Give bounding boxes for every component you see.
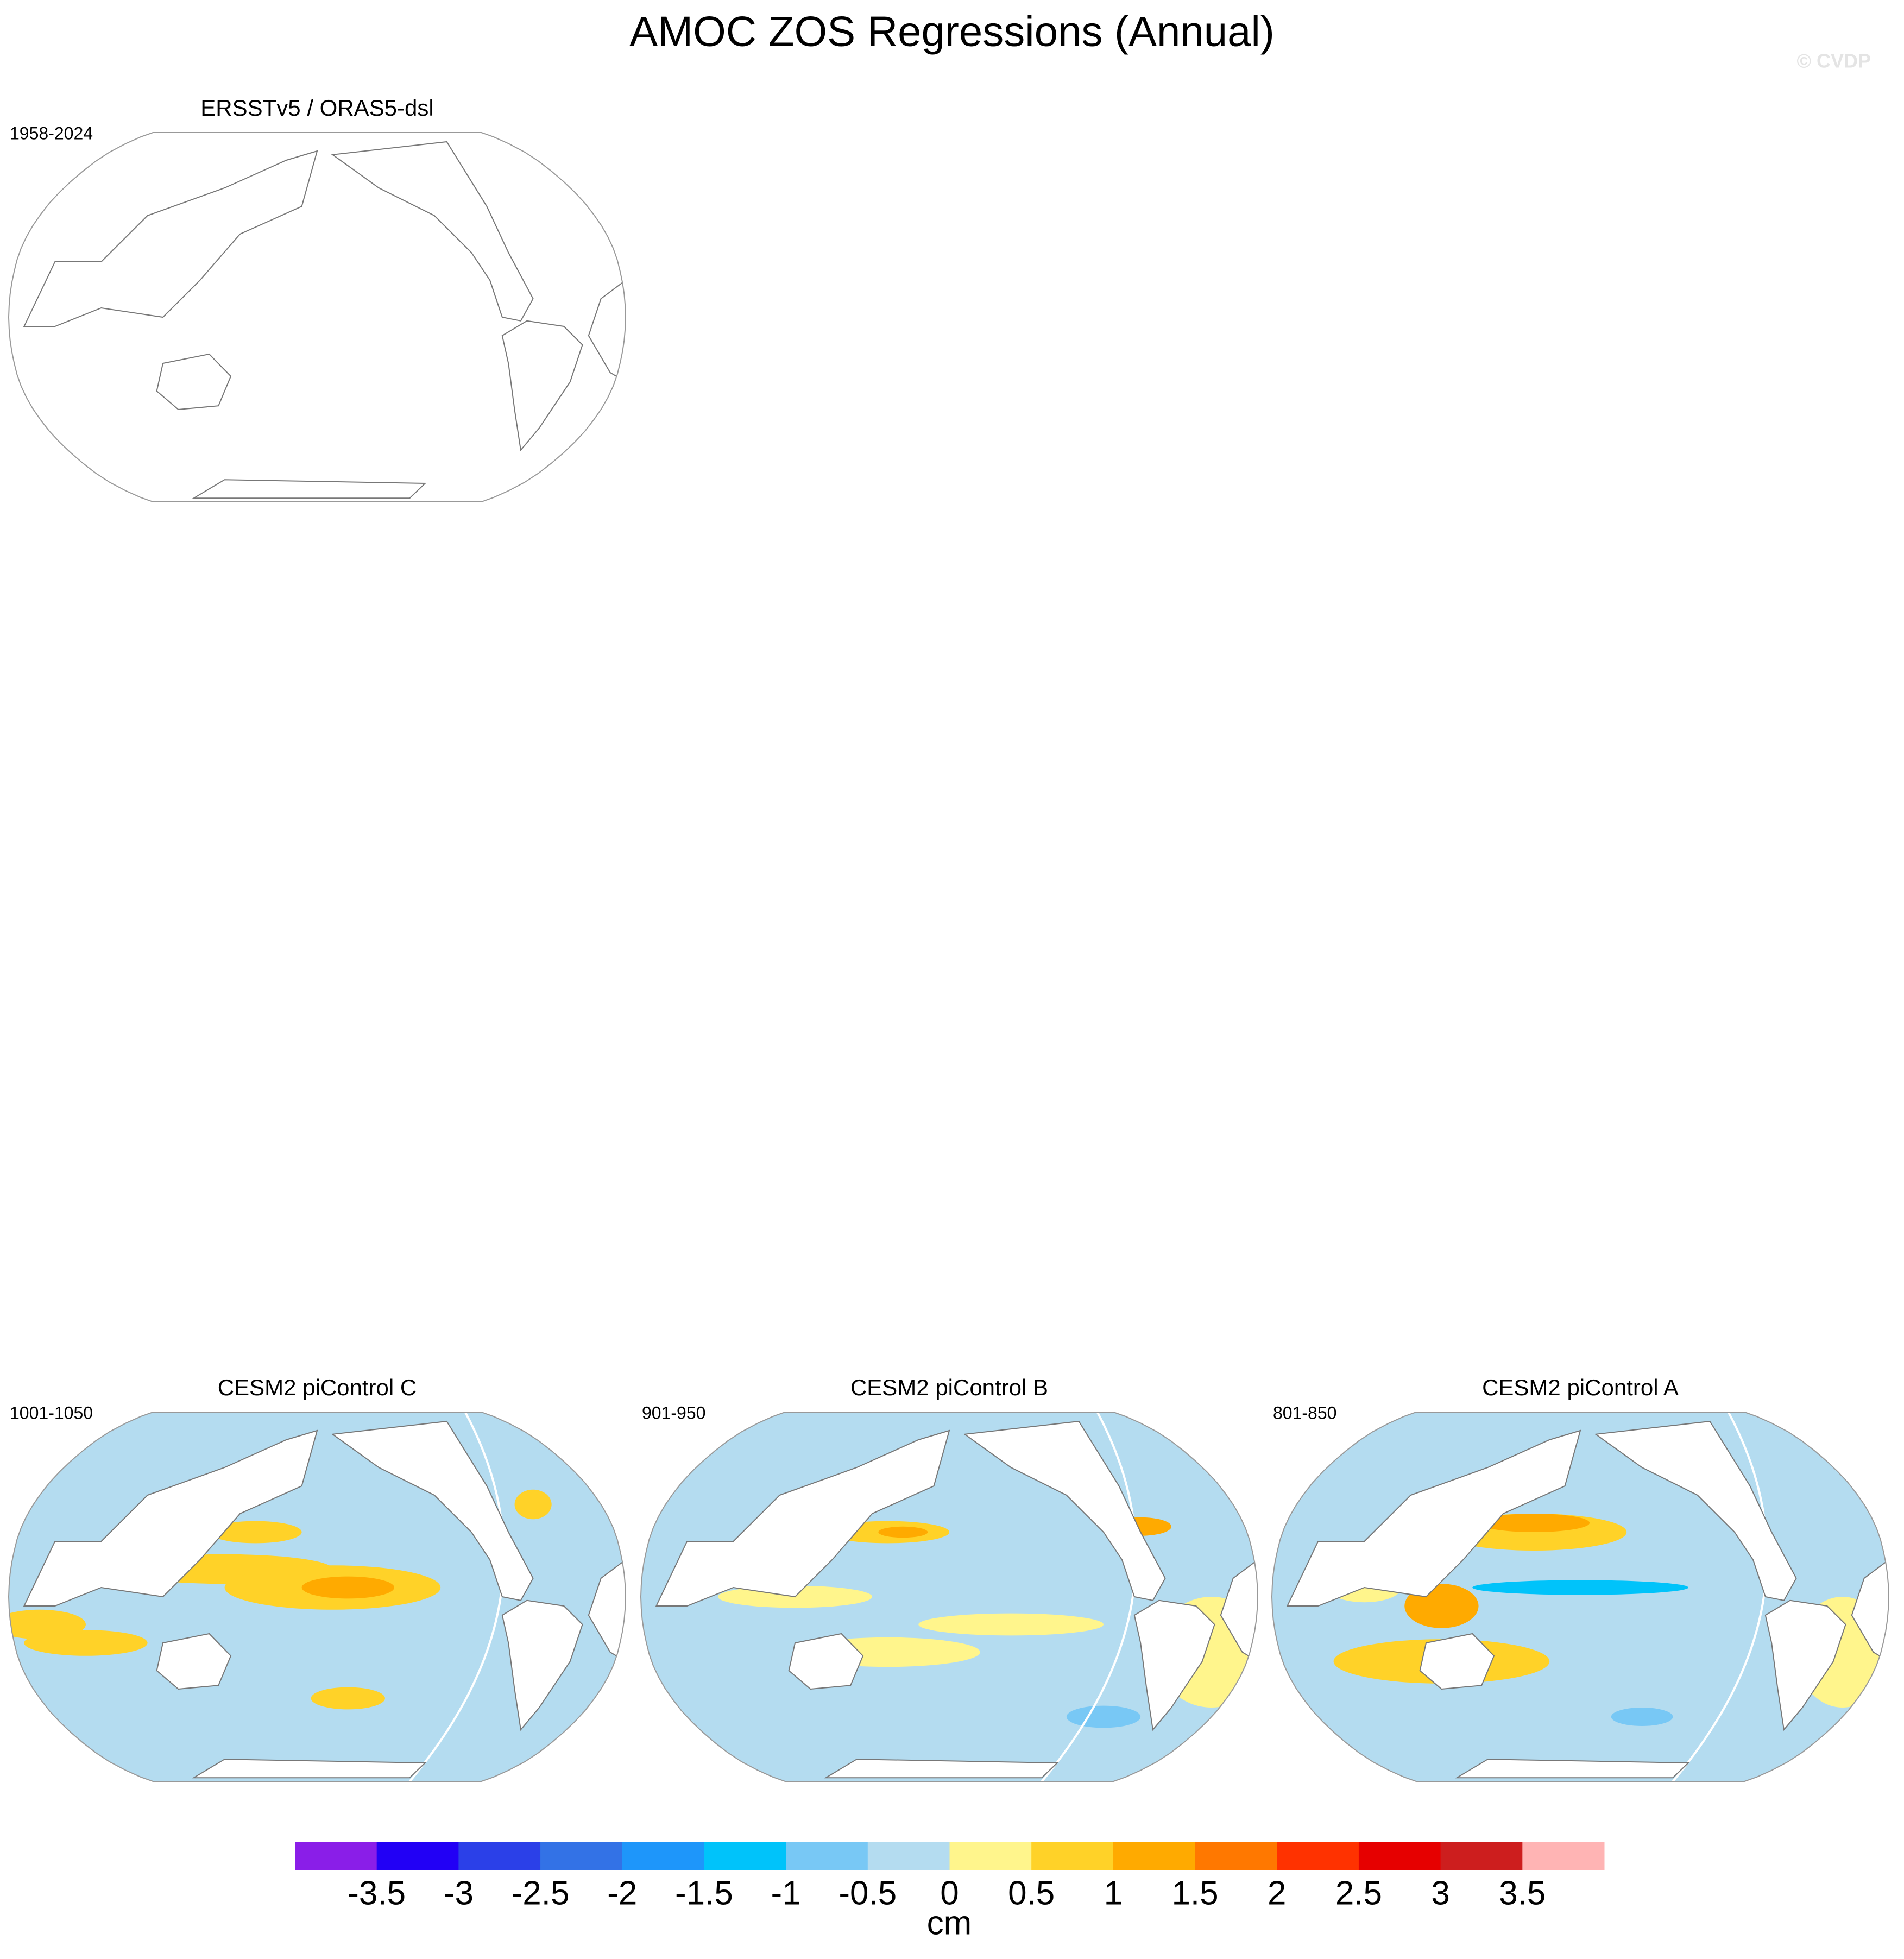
coastline bbox=[23, 1429, 318, 1607]
coastline bbox=[824, 1759, 1059, 1779]
coastline bbox=[588, 1559, 626, 1662]
coastline bbox=[1419, 1633, 1495, 1690]
watermark: © CVDP bbox=[1796, 50, 1871, 72]
anomaly-region bbox=[878, 1526, 928, 1538]
map-field bbox=[9, 1412, 626, 1781]
coastline bbox=[788, 1633, 864, 1690]
coastline bbox=[1851, 1559, 1889, 1662]
colorbar-box bbox=[1440, 1842, 1523, 1870]
panel-period: 901-950 bbox=[642, 1403, 705, 1422]
anomaly-region bbox=[514, 1489, 552, 1520]
colorbar-tick-label: -2 bbox=[607, 1874, 637, 1912]
colorbar-tick-label: -3 bbox=[444, 1874, 474, 1912]
colorbar-box bbox=[1113, 1842, 1196, 1870]
colorbar-tick-label: 2 bbox=[1268, 1874, 1286, 1912]
colorbar-unit: cm bbox=[927, 1904, 972, 1942]
map-panel: CESM2 piControl A 801-850 bbox=[1271, 1375, 1890, 1782]
colorbar-box bbox=[949, 1842, 1032, 1870]
colorbar-box bbox=[622, 1842, 704, 1870]
coastline bbox=[1286, 1429, 1581, 1607]
map-panel: CESM2 piControl C 1001-1050 bbox=[8, 1375, 627, 1782]
map-border bbox=[8, 132, 627, 502]
colorbar-box bbox=[1277, 1842, 1359, 1870]
colorbar-tick-label: 2.5 bbox=[1335, 1874, 1382, 1912]
colorbar-tick-label: -2.5 bbox=[512, 1874, 570, 1912]
colorbar-box bbox=[1522, 1842, 1605, 1870]
map-field bbox=[1272, 1412, 1889, 1781]
anomaly-region bbox=[311, 1687, 385, 1710]
coastline bbox=[156, 353, 232, 411]
coastline bbox=[588, 279, 626, 383]
panel-title: CESM2 piControl C bbox=[218, 1375, 417, 1400]
colorbar-tick-label: 1.5 bbox=[1171, 1874, 1218, 1912]
colorbar-tick-label: -1.5 bbox=[675, 1874, 733, 1912]
anomaly-region bbox=[209, 1521, 302, 1544]
colorbar-tick-label: 3.5 bbox=[1499, 1874, 1546, 1912]
colorbar-box bbox=[376, 1842, 459, 1870]
colorbar-box bbox=[295, 1842, 377, 1870]
coastline bbox=[1220, 1559, 1258, 1662]
colorbar-box bbox=[540, 1842, 623, 1870]
panel-period: 1001-1050 bbox=[10, 1403, 93, 1422]
coastline bbox=[963, 1420, 1166, 1601]
colorbar-box bbox=[867, 1842, 950, 1870]
coastline bbox=[192, 1759, 427, 1779]
panel-period: 1958-2024 bbox=[10, 123, 93, 143]
coastline bbox=[1594, 1420, 1797, 1601]
colorbar-box bbox=[458, 1842, 541, 1870]
anomaly-region bbox=[918, 1613, 1104, 1636]
coastline bbox=[1455, 1759, 1690, 1779]
map-border bbox=[1271, 1412, 1890, 1782]
anomaly-region bbox=[24, 1630, 148, 1656]
colorbar-tick-label: 3 bbox=[1431, 1874, 1449, 1912]
anomaly-region bbox=[1472, 1580, 1688, 1595]
coastline bbox=[331, 141, 534, 322]
map-panel: CESM2 piControl B 901-950 bbox=[640, 1375, 1259, 1782]
map-field bbox=[641, 1412, 1258, 1781]
map-panel: ERSSTv5 / ORAS5-dsl 1958-2024 bbox=[8, 95, 627, 502]
coastline bbox=[501, 320, 583, 452]
anomaly-region bbox=[1478, 1514, 1590, 1532]
anomaly-region bbox=[1611, 1708, 1673, 1726]
meridian bbox=[1041, 1412, 1137, 1781]
colorbar-tick-label: -1 bbox=[771, 1874, 801, 1912]
colorbar-tick-label: 0 bbox=[940, 1874, 959, 1912]
colorbar-box bbox=[1358, 1842, 1441, 1870]
panel-period: 801-850 bbox=[1273, 1403, 1336, 1422]
coastline bbox=[1133, 1599, 1215, 1731]
meridian bbox=[1672, 1412, 1768, 1781]
map-border bbox=[640, 1412, 1259, 1782]
colorbar-tick-label: -0.5 bbox=[838, 1874, 897, 1912]
coastline bbox=[331, 1420, 534, 1601]
colorbar-tick-label: 1 bbox=[1104, 1874, 1123, 1912]
colorbar-box bbox=[786, 1842, 868, 1870]
meridian bbox=[408, 1412, 505, 1781]
figure-title: AMOC ZOS Regressions (Annual) bbox=[629, 8, 1275, 55]
map-field bbox=[23, 141, 626, 499]
anomaly-region bbox=[1066, 1705, 1141, 1728]
coastline bbox=[1764, 1599, 1846, 1731]
map-border bbox=[8, 1412, 627, 1782]
anomaly-region bbox=[301, 1576, 394, 1599]
panel-title: ERSSTv5 / ORAS5-dsl bbox=[200, 95, 433, 121]
colorbar-tick-label: -3.5 bbox=[348, 1874, 406, 1912]
coastline bbox=[156, 1633, 232, 1690]
colorbar-box bbox=[1031, 1842, 1114, 1870]
colorbar-box bbox=[1195, 1842, 1277, 1870]
coastline bbox=[655, 1429, 950, 1607]
colorbar-tick-label: 0.5 bbox=[1008, 1874, 1055, 1912]
coastline bbox=[23, 150, 318, 327]
coastline bbox=[192, 479, 427, 499]
panel-title: CESM2 piControl B bbox=[850, 1375, 1048, 1400]
colorbar-box bbox=[704, 1842, 786, 1870]
panel-title: CESM2 piControl A bbox=[1482, 1375, 1679, 1400]
coastline bbox=[501, 1599, 583, 1731]
